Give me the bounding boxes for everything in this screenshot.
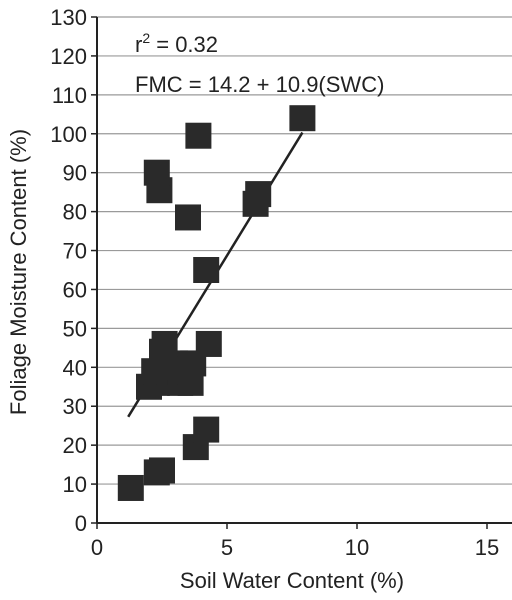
y-tick-label-0: 0 bbox=[75, 511, 87, 536]
y-tick-label-130: 130 bbox=[50, 5, 87, 30]
data-point-16 bbox=[151, 330, 178, 357]
data-point-21 bbox=[143, 159, 170, 186]
data-point-17 bbox=[195, 330, 222, 357]
x-tick-label-5: 5 bbox=[221, 535, 233, 560]
x-tick-label-15: 15 bbox=[475, 535, 499, 560]
y-tick-label-90: 90 bbox=[63, 161, 87, 186]
y-tick-label-120: 120 bbox=[50, 44, 87, 69]
data-point-22 bbox=[185, 122, 212, 149]
y-tick-label-20: 20 bbox=[63, 433, 87, 458]
r-squared-annotation: r2 = 0.32 bbox=[135, 30, 218, 57]
y-tick-label-60: 60 bbox=[63, 277, 87, 302]
y-tick-label-80: 80 bbox=[63, 200, 87, 225]
data-point-24 bbox=[245, 181, 272, 208]
x-tick-label-10: 10 bbox=[345, 535, 369, 560]
y-tick-label-70: 70 bbox=[63, 239, 87, 264]
data-point-18 bbox=[193, 257, 220, 283]
y-tick-label-30: 30 bbox=[63, 394, 87, 419]
data-point-0 bbox=[117, 474, 144, 501]
x-tick-label-0: 0 bbox=[91, 535, 103, 560]
data-point-19 bbox=[175, 204, 201, 231]
data-point-25 bbox=[289, 105, 316, 132]
data-point-4 bbox=[193, 416, 220, 443]
equation-annotation: FMC = 14.2 + 10.9(SWC) bbox=[135, 72, 384, 97]
y-tick-label-10: 10 bbox=[63, 472, 87, 497]
y-tick-label-100: 100 bbox=[50, 122, 87, 147]
axes bbox=[91, 16, 512, 529]
tick-labels: 0 10 20 30 40 50 60 70 80 90 100 110 120 130 0 5 10 15 bbox=[50, 5, 499, 560]
y-tick-label-40: 40 bbox=[63, 355, 87, 380]
x-axis-label: Soil Water Content (%) bbox=[180, 568, 404, 593]
data-points bbox=[117, 105, 316, 501]
r-squared-prefix: r bbox=[135, 32, 142, 57]
gridlines bbox=[97, 16, 512, 485]
y-axis-label: Foliage Moisture Content (%) bbox=[6, 129, 31, 415]
r-squared-value: = 0.32 bbox=[150, 32, 218, 57]
data-point-2 bbox=[149, 457, 175, 484]
y-tick-label-50: 50 bbox=[63, 316, 87, 341]
y-tick-label-110: 110 bbox=[52, 83, 87, 108]
r-squared-superscript: 2 bbox=[142, 30, 150, 46]
